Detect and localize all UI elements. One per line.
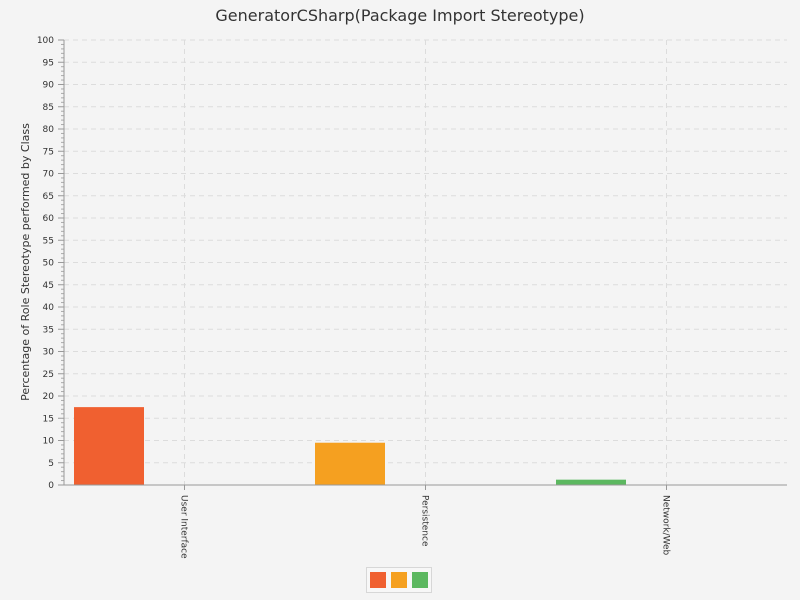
legend-swatch-2 xyxy=(391,572,407,588)
y-tick-label: 50 xyxy=(43,259,55,269)
y-tick-label: 90 xyxy=(43,81,55,91)
y-tick-label: 100 xyxy=(37,36,54,46)
y-tick-label: 15 xyxy=(43,414,54,424)
y-tick-label: 45 xyxy=(43,281,54,291)
y-tick-label: 20 xyxy=(43,392,55,402)
y-tick-label: 35 xyxy=(43,325,54,335)
chart-title: GeneratorCSharp(Package Import Stereotyp… xyxy=(215,6,585,25)
x-tick-label: Network/Web xyxy=(661,495,671,556)
y-tick-label: 80 xyxy=(43,125,55,135)
y-tick-label: 40 xyxy=(43,303,55,313)
y-axis-label: Percentage of Role Stereotype performed … xyxy=(19,123,32,401)
y-tick-label: 95 xyxy=(43,58,54,68)
y-tick-label: 10 xyxy=(43,437,55,447)
x-tick-label: User Interface xyxy=(179,495,189,559)
y-tick-label: 85 xyxy=(43,103,54,113)
bars xyxy=(74,407,626,485)
y-tick-label: 75 xyxy=(43,147,54,157)
x-tick-label: Persistence xyxy=(420,495,430,547)
bar-network-web[interactable] xyxy=(556,479,626,485)
y-tick-label: 55 xyxy=(43,236,54,246)
bar-persistence[interactable] xyxy=(315,442,385,485)
legend-swatch-3 xyxy=(412,572,428,588)
y-tick-label: 60 xyxy=(43,214,55,224)
y-tick-label: 0 xyxy=(48,481,54,491)
legend-swatch-1 xyxy=(370,572,386,588)
y-tick-label: 5 xyxy=(48,459,54,469)
axes: 0 5 10 15 20 25 30 35 40 45 50 55 60 65 70 75 80 85 90 95 10… xyxy=(37,36,787,559)
y-tick-label: 65 xyxy=(43,192,54,202)
grid xyxy=(64,39,787,485)
y-tick-label: 30 xyxy=(43,348,55,358)
y-tick-label: 70 xyxy=(43,170,55,180)
legend xyxy=(366,567,432,593)
bar-user-interface[interactable] xyxy=(74,407,144,485)
y-tick-label: 25 xyxy=(43,370,54,380)
